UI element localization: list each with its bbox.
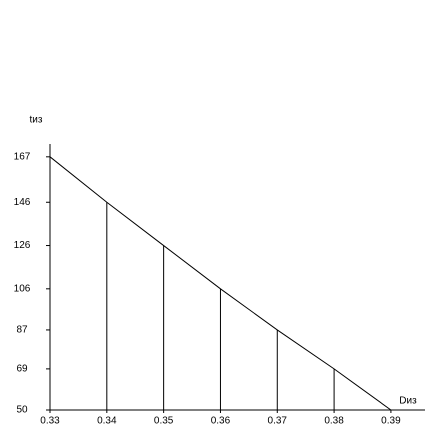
x-tick-label: 0.36: [211, 416, 231, 425]
x-tick-label: 0.39: [381, 416, 401, 425]
x-tick-label: 0.34: [97, 416, 117, 425]
y-tick-label: 87: [16, 325, 28, 336]
y-tick-label: 50: [16, 405, 28, 416]
x-tick-label: 0.38: [324, 416, 344, 425]
y-tick-label: 126: [14, 240, 31, 251]
y-tick-label: 106: [14, 283, 31, 294]
y-tick-label: 167: [14, 151, 31, 162]
x-tick-label: 0.35: [154, 416, 174, 425]
y-tick-label: 146: [14, 197, 31, 208]
y-tick-label: 69: [16, 364, 28, 375]
x-tick-label: 0.37: [268, 416, 288, 425]
x-tick-label: 0.33: [40, 416, 60, 425]
x-axis-label: Dиз: [399, 396, 417, 407]
y-axis-label: tиз: [30, 115, 43, 126]
